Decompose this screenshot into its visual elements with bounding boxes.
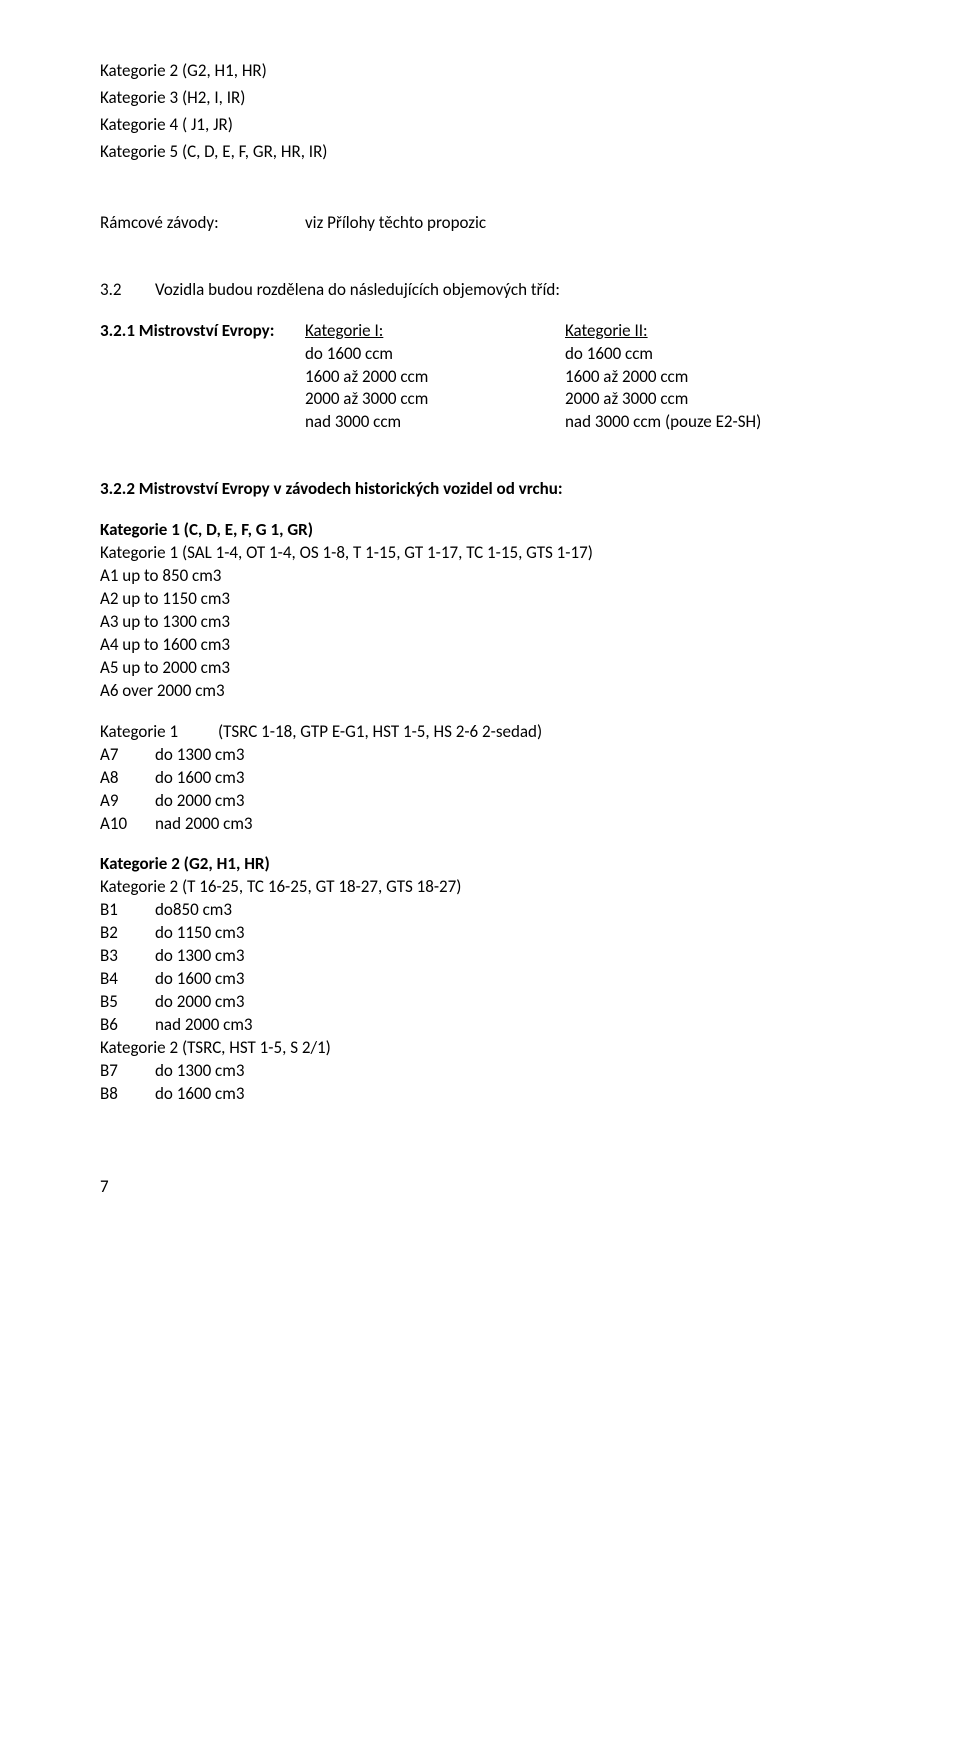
list-row: A7do 1300 cm3 [100,744,860,767]
s321-cell: do 1600 ccm [305,343,565,366]
kat1b-title-row: Kategorie 1 (TSRC 1-18, GTP E-G1, HST 1-… [100,721,860,744]
list-row: A9do 2000 cm3 [100,790,860,813]
code: A8 [100,767,155,790]
list-row: B6nad 2000 cm3 [100,1014,860,1037]
kat1a-sub: Kategorie 1 (SAL 1-4, OT 1-4, OS 1-8, T … [100,542,860,565]
kat1a-item: A5 up to 2000 cm3 [100,657,860,680]
s321-col2-head: Kategorie II: [565,320,860,343]
kat1a-item: A3 up to 1300 cm3 [100,611,860,634]
kat1b-title-label: Kategorie 1 [100,721,218,744]
category-line: Kategorie 3 (H2, I, IR) [100,87,860,110]
code: B1 [100,899,155,922]
s321-row: do 1600 ccm do 1600 ccm [100,343,860,366]
ramcove-row: Rámcové závody: viz Přílohy těchto propo… [100,212,860,235]
list-row: B2do 1150 cm3 [100,922,860,945]
list-row: B3do 1300 cm3 [100,945,860,968]
val: do850 cm3 [155,899,860,922]
ramcove-label: Rámcové závody: [100,212,305,235]
val: do 1600 cm3 [155,767,860,790]
section-3-2: 3.2 Vozidla budou rozdělena do následují… [100,279,860,302]
code: B4 [100,968,155,991]
kat1a-item: A6 over 2000 cm3 [100,680,860,703]
s321-label: 3.2.1 Mistrovství Evropy: [100,320,305,343]
list-row: B1do850 cm3 [100,899,860,922]
ramcove-value: viz Přílohy těchto propozic [305,212,486,235]
s321-header-row: 3.2.1 Mistrovství Evropy: Kategorie I: K… [100,320,860,343]
s321-cell: 2000 až 3000 ccm [305,388,565,411]
s321-cell: 1600 až 2000 ccm [565,366,860,389]
section-text: Vozidla budou rozdělena do následujících… [155,279,560,302]
val: do 2000 cm3 [155,790,860,813]
val: nad 2000 cm3 [155,813,860,836]
kat1a-item: A1 up to 850 cm3 [100,565,860,588]
s321-row: 2000 až 3000 ccm 2000 až 3000 ccm [100,388,860,411]
code: A10 [100,813,155,836]
category-line: Kategorie 5 (C, D, E, F, GR, HR, IR) [100,141,860,164]
s321-cell: 2000 až 3000 ccm [565,388,860,411]
section-number: 3.2 [100,279,155,302]
kat2a-title: Kategorie 2 (G2, H1, HR) [100,853,860,876]
kat1a-title: Kategorie 1 (C, D, E, F, G 1, GR) [100,519,860,542]
kat1b-title-rest: (TSRC 1-18, GTP E-G1, HST 1-5, HS 2-6 2-… [218,721,542,744]
s322-heading: 3.2.2 Mistrovství Evropy v závodech hist… [100,478,860,501]
s321-col1-head: Kategorie I: [305,320,565,343]
s321-cell: 1600 až 2000 ccm [305,366,565,389]
val: do 1300 cm3 [155,1060,860,1083]
val: do 1600 cm3 [155,1083,860,1106]
code: B3 [100,945,155,968]
list-row: B5do 2000 cm3 [100,991,860,1014]
list-row: A8do 1600 cm3 [100,767,860,790]
code: B8 [100,1083,155,1106]
val: do 2000 cm3 [155,991,860,1014]
category-line: Kategorie 4 ( J1, JR) [100,114,860,137]
val: do 1300 cm3 [155,945,860,968]
s321-row: nad 3000 ccm nad 3000 ccm (pouze E2-SH) [100,411,860,434]
code: A9 [100,790,155,813]
kat2b-sub: Kategorie 2 (TSRC, HST 1-5, S 2/1) [100,1037,860,1060]
kat1a-item: A2 up to 1150 cm3 [100,588,860,611]
val: nad 2000 cm3 [155,1014,860,1037]
code: B6 [100,1014,155,1037]
code: A7 [100,744,155,767]
s321-cell: do 1600 ccm [565,343,860,366]
s321-cell: nad 3000 ccm (pouze E2-SH) [565,411,860,434]
val: do 1150 cm3 [155,922,860,945]
list-row: B4do 1600 cm3 [100,968,860,991]
kat1a-item: A4 up to 1600 cm3 [100,634,860,657]
s321-row: 1600 až 2000 ccm 1600 až 2000 ccm [100,366,860,389]
code: B5 [100,991,155,1014]
kat2a-sub: Kategorie 2 (T 16-25, TC 16-25, GT 18-27… [100,876,860,899]
val: do 1600 cm3 [155,968,860,991]
list-row: B7do 1300 cm3 [100,1060,860,1083]
code: B7 [100,1060,155,1083]
s321-cell: nad 3000 ccm [305,411,565,434]
category-line: Kategorie 2 (G2, H1, HR) [100,60,860,83]
list-row: B8do 1600 cm3 [100,1083,860,1106]
val: do 1300 cm3 [155,744,860,767]
code: B2 [100,922,155,945]
list-row: A10nad 2000 cm3 [100,813,860,836]
page-number: 7 [100,1176,860,1199]
